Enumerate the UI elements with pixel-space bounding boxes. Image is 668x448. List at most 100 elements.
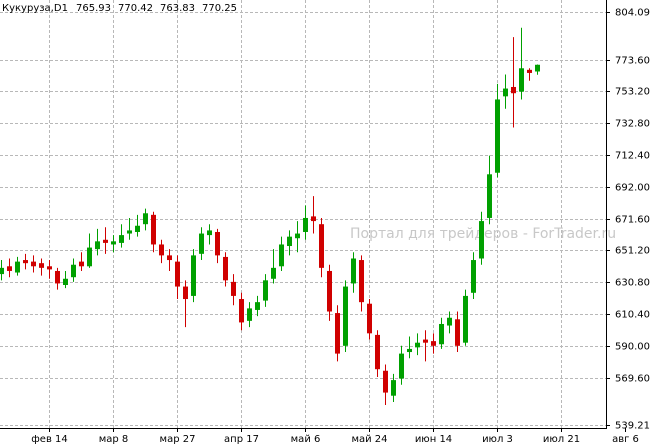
candle-body (191, 255, 196, 296)
candle-body (391, 380, 396, 396)
candle-body (103, 239, 108, 243)
candle-body (159, 244, 164, 256)
candle-body (327, 270, 332, 312)
candle-body (175, 261, 180, 287)
candle-body (279, 244, 284, 267)
candle-body (519, 68, 524, 92)
candle-body (463, 295, 468, 343)
candle-body (23, 260, 28, 264)
candle-body (375, 334, 380, 370)
candle-body (455, 319, 460, 346)
y-tick-label: 590.00 (615, 342, 650, 353)
y-tick-label: 651.20 (615, 246, 650, 257)
candle-body (239, 299, 244, 323)
candle-body (487, 174, 492, 218)
y-tick-label: 692.00 (615, 183, 650, 194)
y-tick-label: 569.60 (615, 374, 650, 385)
x-tick-label: мар 8 (99, 434, 129, 445)
y-tick-label: 804.09 (615, 8, 650, 19)
candle-body (183, 286, 188, 300)
header-high: 770.42 (118, 3, 153, 14)
candle-body (423, 339, 428, 343)
header-low: 763.83 (160, 3, 195, 14)
candle-body (255, 302, 260, 310)
candle-body (319, 224, 324, 268)
y-tick-label: 671.60 (615, 215, 650, 226)
x-tick-label: май 6 (291, 434, 321, 445)
candle-body (95, 241, 100, 250)
candle-body (79, 261, 84, 267)
candle-body (0, 267, 4, 275)
candle-body (39, 263, 44, 268)
candle-body (431, 341, 436, 346)
candle-body (527, 69, 532, 73)
candle-body (151, 214, 156, 245)
candle-body (415, 342, 420, 348)
candle-body (407, 348, 412, 353)
header-close: 770.25 (202, 3, 237, 14)
candle-body (215, 231, 220, 256)
x-tick-label: фев 14 (31, 434, 68, 445)
candle-body (287, 236, 292, 247)
candle-body (119, 235, 124, 243)
candle-body (399, 353, 404, 379)
candle-body (351, 258, 356, 284)
candle-body (271, 267, 276, 279)
y-tick-label: 712.40 (615, 151, 650, 162)
candle-body (343, 286, 348, 346)
y-tick-label: 539.21 (615, 421, 650, 432)
candle-body (223, 256, 228, 281)
candle-body (383, 370, 388, 393)
candle-body (359, 260, 364, 303)
candle-body (7, 266, 12, 271)
candle-body (367, 303, 372, 334)
candle-body (247, 308, 252, 321)
candle-body (471, 260, 476, 293)
candle-body (199, 233, 204, 254)
y-tick-label: 732.80 (615, 119, 650, 130)
y-tick-label: 610.40 (615, 310, 650, 321)
x-tick-label: апр 17 (224, 434, 259, 445)
candles (0, 27, 540, 406)
candle-body (63, 278, 68, 285)
x-tick-label: мар 27 (160, 434, 196, 445)
x-tick-label: июн 14 (415, 434, 452, 445)
y-tick-label: 753.20 (615, 87, 650, 98)
candle-body (335, 313, 340, 354)
candle-body (263, 280, 268, 301)
candle-body (447, 317, 452, 326)
candle-body (231, 281, 236, 296)
candle-body (439, 323, 444, 345)
y-tick-label: 773.60 (615, 56, 650, 67)
candle-body (479, 221, 484, 259)
candle-body (47, 266, 52, 270)
candle-body (495, 99, 500, 173)
candle-body (295, 233, 300, 239)
header-open: 765.93 (76, 3, 111, 14)
candle-body (87, 247, 92, 267)
candle-body (127, 230, 132, 234)
symbol: Кукуруза,D1 (2, 3, 68, 14)
grid (0, 0, 606, 428)
candle-body (503, 88, 508, 97)
candle-body (303, 217, 308, 232)
candle-body (55, 270, 60, 284)
candle-body (167, 255, 172, 261)
x-tick-label: авг 6 (612, 434, 639, 445)
candle-body (511, 86, 516, 94)
candle-body (311, 216, 316, 222)
candle-body (15, 261, 20, 273)
candle-body (111, 241, 116, 245)
candle-body (135, 225, 140, 232)
candle-body (535, 64, 540, 72)
candle-body (207, 230, 212, 236)
candle-body (143, 213, 148, 225)
x-tick-label: май 24 (351, 434, 387, 445)
candle-body (31, 261, 36, 267)
y-tick-label: 630.80 (615, 278, 650, 289)
x-tick-label: июл 21 (543, 434, 580, 445)
candle-body (71, 264, 76, 278)
x-tick-label: июл 3 (482, 434, 513, 445)
